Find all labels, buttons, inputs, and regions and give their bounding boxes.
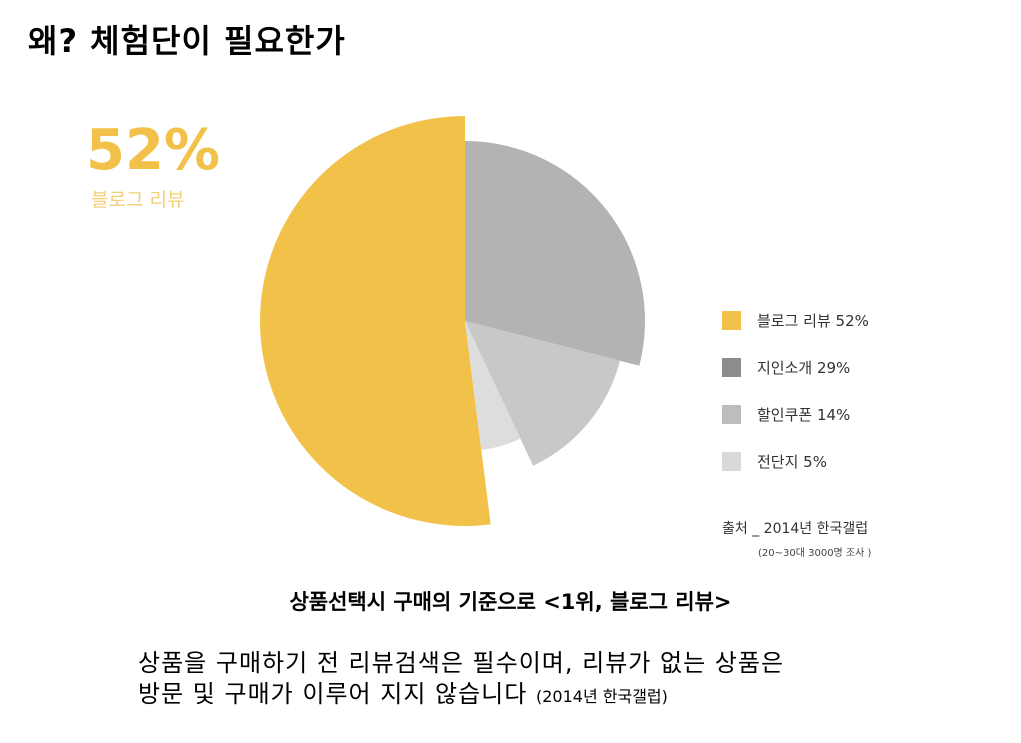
body-text: 상품을 구매하기 전 리뷰검색은 필수이며, 리뷰가 없는 상품은 방문 및 구…	[138, 648, 784, 712]
highlight-label: 블로그 리뷰	[91, 189, 185, 211]
slice-referral	[465, 141, 646, 366]
legend-label: 전단지 5%	[757, 452, 827, 471]
body-note: (2014년 한국갤럽)	[535, 687, 668, 706]
chart-legend: 블로그 리뷰 52% 지인소개 29% 할인쿠폰 14% 전단지 5%	[722, 310, 869, 498]
legend-item: 전단지 5%	[722, 451, 869, 471]
legend-item: 할인쿠폰 14%	[722, 404, 869, 424]
legend-item: 블로그 리뷰 52%	[722, 310, 869, 330]
legend-swatch	[722, 404, 741, 424]
body-line-2: 방문 및 구매가 이루어 지지 않습니다 (2014년 한국갤럽)	[138, 679, 784, 712]
highlight-value: 52%	[86, 118, 221, 183]
slice-blog-review	[259, 116, 491, 526]
legend-swatch	[722, 310, 741, 330]
legend-label: 블로그 리뷰 52%	[757, 311, 869, 330]
legend-label: 할인쿠폰 14%	[757, 405, 851, 424]
slice-coupon	[465, 321, 620, 466]
page-title: 왜? 체험단이 필요한가	[28, 22, 346, 60]
legend-swatch	[722, 357, 741, 377]
legend-label: 지인소개 29%	[757, 358, 851, 377]
body-line-2-text: 방문 및 구매가 이루어 지지 않습니다	[138, 680, 528, 708]
body-line-1: 상품을 구매하기 전 리뷰검색은 필수이며, 리뷰가 없는 상품은	[138, 649, 785, 677]
legend-item: 지인소개 29%	[722, 357, 869, 377]
chart-source-note: (20~30대 3000명 조사 )	[758, 548, 872, 559]
slice-flyer	[465, 321, 521, 450]
legend-swatch	[722, 451, 741, 471]
chart-source: 출처 _ 2014년 한국갤럽	[722, 521, 869, 537]
chart-caption: 상품선택시 구매의 기준으로 <1위, 블로그 리뷰>	[289, 590, 732, 614]
